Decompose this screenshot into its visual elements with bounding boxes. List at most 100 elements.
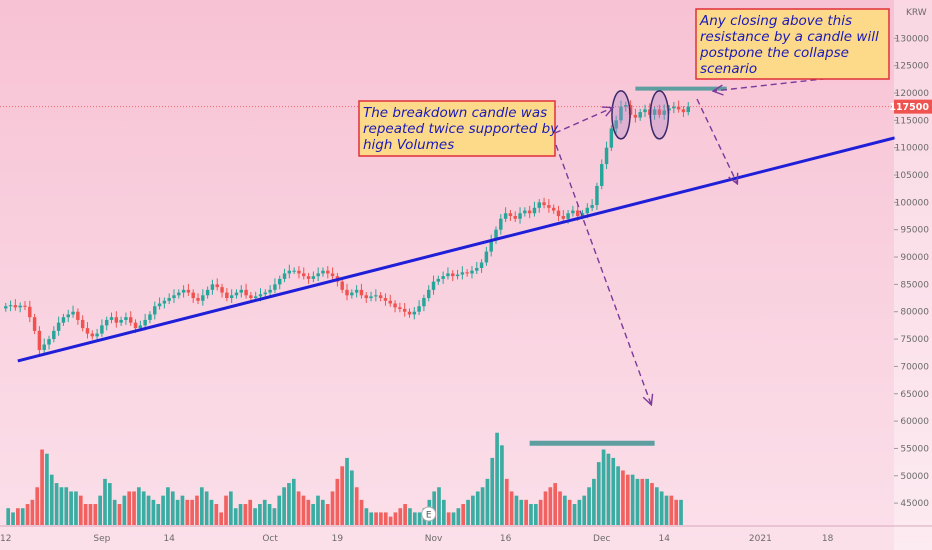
- volume-bar: [30, 499, 35, 525]
- volume-bar: [480, 487, 485, 525]
- volume-bar: [359, 499, 364, 525]
- candle-body: [244, 289, 248, 296]
- volume-bar: [161, 495, 165, 525]
- candle-body: [52, 330, 56, 340]
- volume-bar: [224, 495, 228, 525]
- candle-body: [172, 295, 176, 299]
- volume-bar: [572, 504, 577, 525]
- candle-body: [672, 106, 676, 109]
- candle-body: [575, 210, 580, 217]
- candle-body: [681, 109, 686, 113]
- candle-body: [76, 311, 80, 320]
- volume-bar: [146, 495, 151, 525]
- volume-bar: [500, 445, 504, 525]
- candle-body: [619, 106, 623, 121]
- candle-body: [369, 296, 373, 299]
- volume-bar: [475, 491, 480, 525]
- volume-bar: [403, 504, 407, 525]
- volume-bar: [451, 512, 456, 525]
- volume-bar: [272, 508, 277, 525]
- candle-body: [210, 284, 215, 290]
- volume-bar: [563, 495, 567, 525]
- candle-body: [571, 210, 575, 214]
- candle-body: [340, 281, 344, 290]
- candle-body: [133, 322, 138, 329]
- candle-body: [624, 105, 628, 107]
- candle-body: [153, 306, 157, 315]
- candle-body: [311, 276, 316, 279]
- volume-bar: [654, 487, 659, 525]
- candle-body: [282, 273, 287, 279]
- y-tick-label: 60000: [900, 417, 929, 427]
- candle-body: [431, 281, 436, 290]
- volume-bar: [170, 491, 175, 525]
- volume-bar: [180, 495, 185, 525]
- candle-body: [239, 289, 244, 293]
- x-tick-label: Dec: [593, 534, 610, 544]
- candle-body: [499, 218, 503, 230]
- candle-body: [167, 298, 171, 301]
- volume-bar: [88, 504, 93, 525]
- volume-bar: [543, 491, 548, 525]
- candle-body: [455, 274, 460, 277]
- candle-body: [561, 216, 566, 219]
- candle-body: [47, 339, 51, 345]
- candle-body: [494, 229, 498, 241]
- annotation-text-line: high Volumes: [363, 137, 454, 153]
- candle-body: [18, 305, 22, 308]
- candle-body: [114, 317, 119, 323]
- candle-body: [470, 270, 474, 274]
- y-tick-label: 50000: [900, 472, 929, 482]
- volume-bar: [548, 487, 553, 525]
- candle-body: [100, 325, 104, 334]
- volume-bar: [301, 495, 306, 525]
- candle-body: [614, 120, 618, 129]
- x-tick-label: 2021: [749, 534, 772, 544]
- candle-body: [215, 284, 219, 288]
- candle-body: [287, 270, 292, 274]
- volume-bar: [325, 504, 330, 525]
- volume-bar: [122, 495, 127, 525]
- volume-bar: [64, 487, 69, 525]
- volume-bar: [243, 504, 248, 525]
- volume-bar: [437, 487, 441, 525]
- candle-body: [321, 270, 325, 274]
- candle-body: [388, 300, 392, 304]
- volume-bar: [606, 453, 611, 525]
- candle-body: [475, 267, 479, 271]
- volume-bar: [461, 504, 466, 525]
- candle-body: [542, 202, 546, 206]
- volume-bar: [538, 499, 543, 525]
- volume-bar: [408, 508, 412, 525]
- candle-body: [162, 300, 167, 304]
- candle-body: [85, 328, 90, 334]
- candle-body: [393, 303, 397, 308]
- volume-bar: [432, 491, 436, 525]
- volume-bar: [132, 491, 136, 525]
- candle-body: [643, 109, 647, 113]
- dashed-arrow: [714, 71, 887, 91]
- volume-bar: [49, 474, 54, 525]
- y-tick-label: 80000: [900, 308, 929, 318]
- candle-body: [676, 106, 681, 110]
- volume-bar: [582, 495, 587, 525]
- volume-bar: [592, 478, 596, 525]
- candle-body: [297, 270, 301, 274]
- candle-body: [37, 330, 42, 350]
- candle-body: [527, 210, 532, 214]
- volume-bar: [98, 495, 102, 525]
- candle-body: [686, 106, 690, 113]
- candle-body: [667, 108, 671, 111]
- candle-body: [489, 240, 493, 252]
- volume-bar: [151, 499, 156, 525]
- candle-body: [508, 213, 513, 217]
- volume-bar: [388, 516, 393, 525]
- volume-bar: [587, 487, 591, 525]
- volume-bar: [345, 457, 349, 525]
- x-tick-label: 14: [658, 534, 670, 544]
- candle-body: [503, 213, 508, 219]
- candle-body: [104, 319, 109, 326]
